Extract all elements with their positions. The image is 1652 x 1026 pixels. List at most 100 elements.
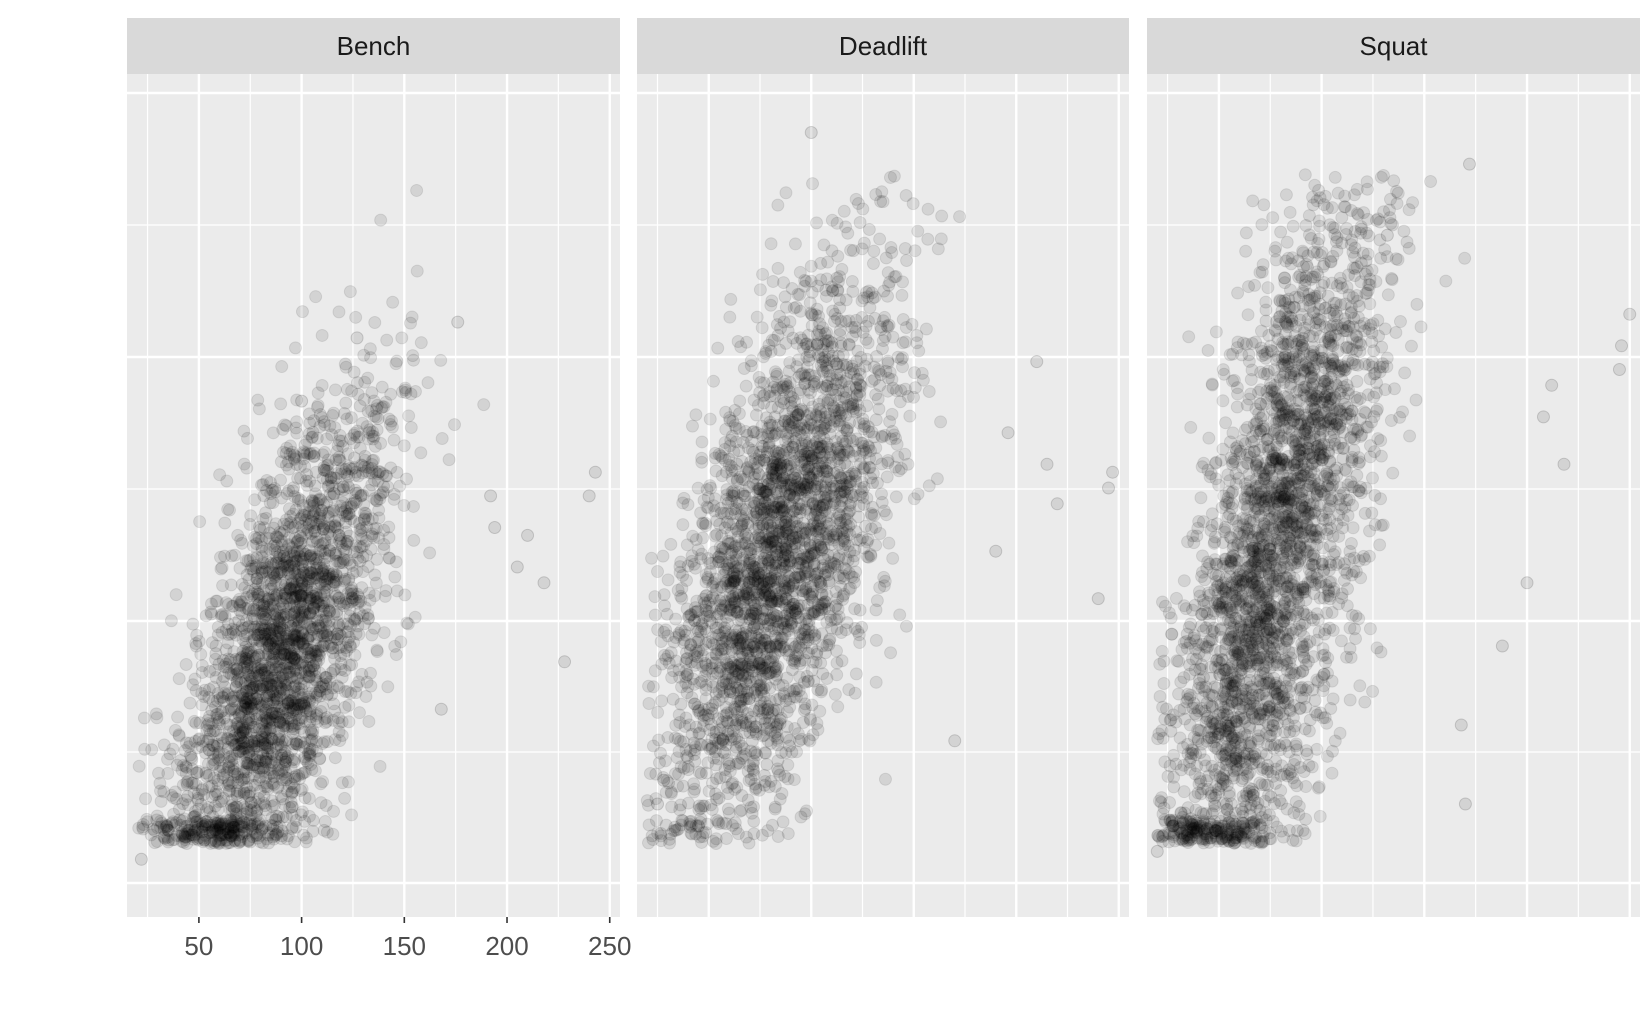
data-point — [899, 336, 911, 348]
data-point — [327, 682, 339, 694]
data-point — [268, 799, 280, 811]
data-point — [452, 316, 464, 328]
data-point — [725, 293, 737, 305]
data-point — [225, 579, 237, 591]
data-point — [257, 679, 269, 691]
data-point — [226, 735, 238, 747]
data-point — [478, 399, 490, 411]
data-point — [283, 503, 295, 515]
data-point — [813, 310, 825, 322]
data-point — [258, 522, 270, 534]
data-point — [153, 767, 165, 779]
data-point — [790, 301, 802, 313]
data-point — [922, 203, 934, 215]
data-point — [659, 600, 671, 612]
data-point — [295, 494, 307, 506]
facet-strip-label: Deadlift — [839, 31, 928, 61]
data-point — [311, 708, 323, 720]
data-point — [242, 835, 254, 847]
data-point — [832, 701, 844, 713]
data-point — [345, 687, 357, 699]
data-point — [443, 454, 455, 466]
data-point — [310, 291, 322, 303]
data-point — [275, 558, 287, 570]
data-point — [757, 268, 769, 280]
data-point — [187, 618, 199, 630]
data-point — [791, 746, 803, 758]
data-point — [160, 819, 172, 831]
data-point — [538, 577, 550, 589]
data-point — [316, 379, 328, 391]
data-point — [333, 642, 345, 654]
data-point — [176, 764, 188, 776]
data-point — [318, 461, 330, 473]
data-point — [829, 688, 841, 700]
data-point — [817, 668, 829, 680]
data-point — [276, 528, 288, 540]
data-point — [652, 566, 664, 578]
data-point — [875, 195, 887, 207]
data-point — [293, 770, 305, 782]
data-point — [245, 510, 257, 522]
data-point — [758, 397, 770, 409]
data-point — [317, 449, 329, 461]
data-point — [304, 448, 316, 460]
data-point — [308, 522, 320, 534]
data-point — [780, 187, 792, 199]
data-point — [207, 725, 219, 737]
data-point — [649, 609, 661, 621]
data-point — [867, 258, 879, 270]
facet-strip-label: Bench — [337, 31, 411, 61]
data-point — [363, 715, 375, 727]
data-point — [279, 617, 291, 629]
data-point — [389, 571, 401, 583]
data-point — [876, 343, 888, 355]
data-point — [348, 546, 360, 558]
data-point — [333, 306, 345, 318]
data-point — [882, 457, 894, 469]
data-point — [649, 591, 661, 603]
data-point — [336, 435, 348, 447]
data-point — [382, 681, 394, 693]
data-point — [712, 342, 724, 354]
data-point — [138, 712, 150, 724]
data-point — [170, 589, 182, 601]
data-point — [643, 819, 655, 831]
data-point — [346, 596, 358, 608]
data-point — [831, 272, 843, 284]
data-point — [765, 345, 777, 357]
data-point — [228, 766, 240, 778]
data-point — [173, 673, 185, 685]
data-point — [861, 400, 873, 412]
data-point — [196, 699, 208, 711]
data-point — [250, 713, 262, 725]
data-point — [559, 656, 571, 668]
data-point — [223, 504, 235, 516]
data-point — [411, 265, 423, 277]
data-point — [657, 550, 669, 562]
data-point — [885, 647, 897, 659]
data-point — [772, 262, 784, 274]
data-point — [277, 423, 289, 435]
data-point — [321, 630, 333, 642]
data-point — [264, 497, 276, 509]
data-point — [236, 537, 248, 549]
data-point — [257, 478, 269, 490]
data-point — [815, 257, 827, 269]
data-point — [159, 832, 171, 844]
data-point — [307, 509, 319, 521]
data-point — [231, 785, 243, 797]
data-point — [196, 687, 208, 699]
data-point — [150, 708, 162, 720]
data-point — [327, 828, 339, 840]
data-point — [874, 233, 886, 245]
data-point — [314, 421, 326, 433]
data-point — [179, 794, 191, 806]
data-point — [321, 433, 333, 445]
data-point — [289, 342, 301, 354]
data-point — [384, 419, 396, 431]
data-point — [319, 815, 331, 827]
data-point — [395, 636, 407, 648]
data-point — [449, 419, 461, 431]
